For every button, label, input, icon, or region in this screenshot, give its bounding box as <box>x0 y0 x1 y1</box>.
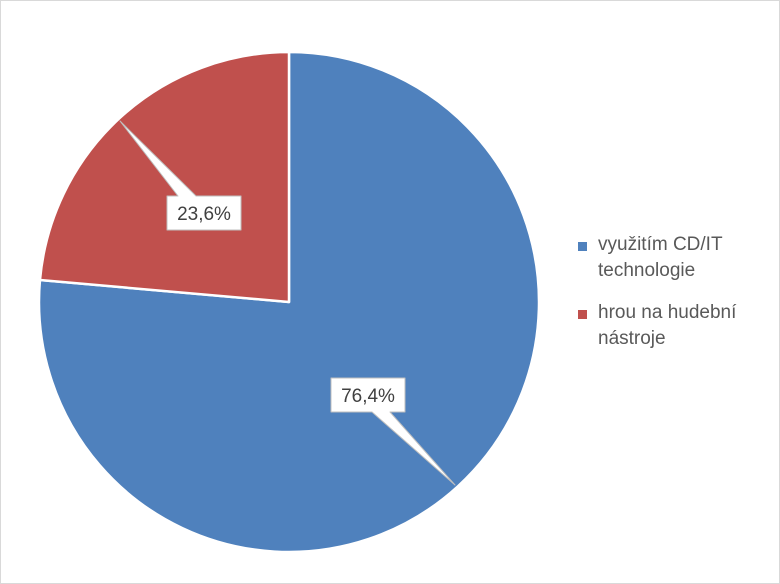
legend: využitím CD/IT technologie hrou na hudeb… <box>574 232 774 368</box>
data-label-text: 76,4% <box>341 386 395 407</box>
data-labels: 76,4% 23,6% <box>119 120 456 486</box>
legend-label-line2: technologie <box>598 260 696 281</box>
legend-item-instruments: hrou na hudební nástroje <box>574 300 774 352</box>
legend-swatch-blue <box>578 242 587 251</box>
legend-label-line1: využitím CD/IT <box>598 234 723 255</box>
data-label-0: 76,4% <box>330 377 456 486</box>
data-label-callout <box>330 377 456 486</box>
legend-item-cd-it: využitím CD/IT technologie <box>574 232 774 284</box>
data-label-callout <box>119 120 242 231</box>
legend-swatch-red <box>578 310 587 319</box>
legend-label-line2: nástroje <box>598 328 666 349</box>
data-label-1: 23,6% <box>119 120 242 231</box>
data-label-text: 23,6% <box>177 204 231 225</box>
pie-slices <box>37 50 541 554</box>
legend-label-line1: hrou na hudební <box>598 302 737 323</box>
